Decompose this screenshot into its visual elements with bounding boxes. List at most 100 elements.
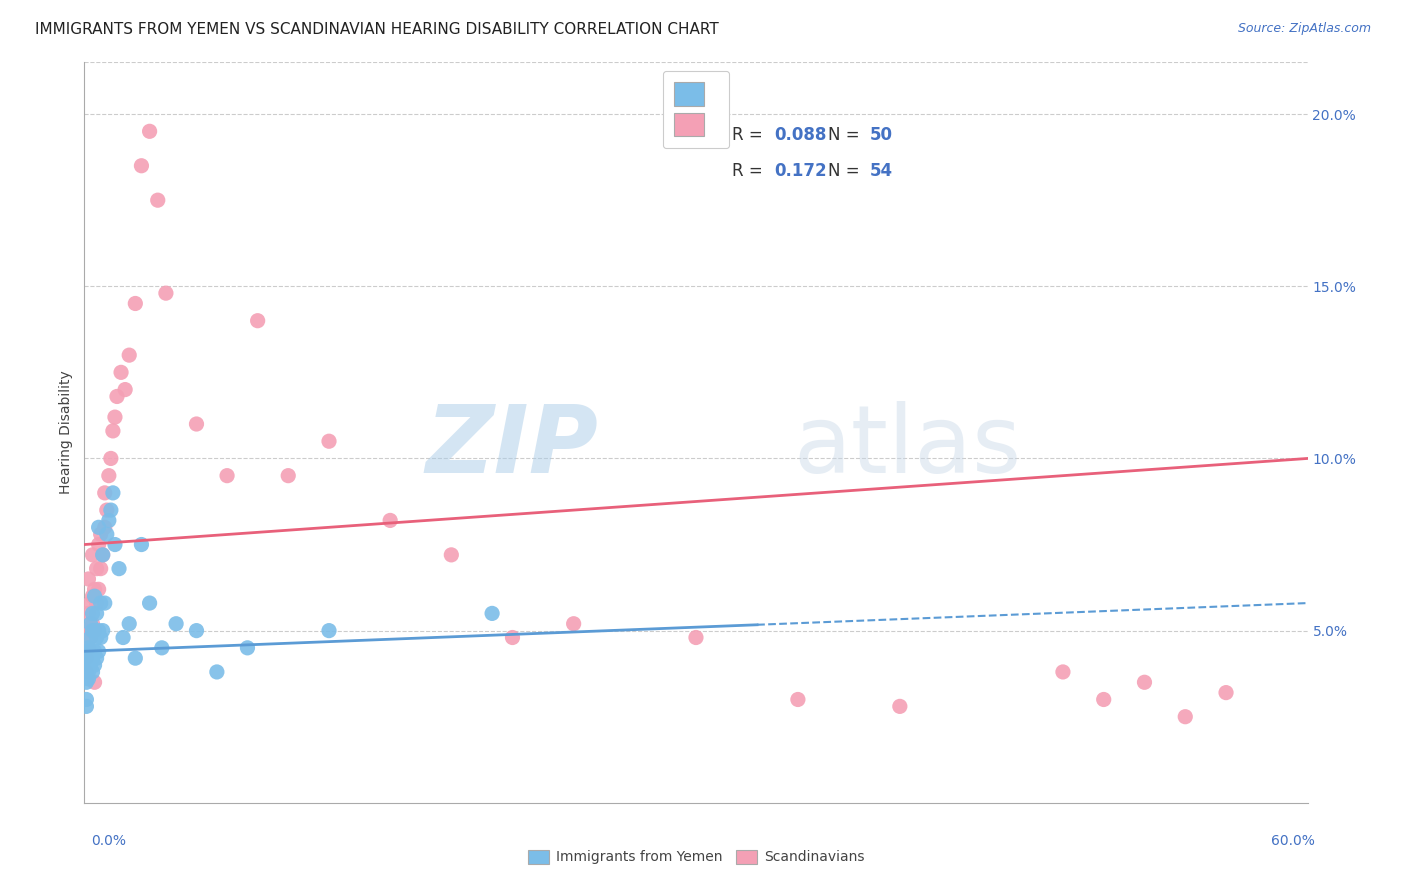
Point: [146, 193, 169, 207]
Point: [86, 607, 108, 621]
Point: [79, 616, 101, 631]
Point: [96, 503, 118, 517]
Point: [1174, 709, 1197, 723]
Point: [87, 520, 110, 534]
Point: [481, 607, 503, 621]
Point: [79, 631, 101, 645]
Point: [110, 365, 132, 379]
Point: [96, 527, 118, 541]
Point: [86, 631, 108, 645]
Point: [93, 486, 115, 500]
Point: [82, 548, 104, 562]
Point: [75, 699, 97, 714]
Point: [77, 572, 100, 586]
Point: [83, 658, 105, 673]
Point: [90, 527, 112, 541]
Point: [1133, 675, 1156, 690]
Text: 0.172: 0.172: [775, 162, 827, 180]
Point: [83, 589, 105, 603]
Point: [77, 607, 100, 621]
Text: 54: 54: [870, 162, 893, 180]
Point: [150, 640, 173, 655]
Point: [124, 651, 146, 665]
Point: [83, 675, 105, 690]
Point: [124, 296, 146, 310]
Point: [90, 631, 112, 645]
Point: [82, 616, 104, 631]
Text: N =: N =: [828, 126, 865, 144]
Point: [318, 434, 340, 449]
Point: [100, 503, 122, 517]
Point: [118, 348, 141, 362]
Point: [186, 417, 208, 431]
Point: [165, 616, 187, 631]
Point: [90, 561, 112, 575]
Point: [79, 596, 101, 610]
Text: IMMIGRANTS FROM YEMEN VS SCANDINAVIAN HEARING DISABILITY CORRELATION CHART: IMMIGRANTS FROM YEMEN VS SCANDINAVIAN HE…: [35, 22, 718, 37]
Point: [131, 159, 153, 173]
Point: [77, 640, 100, 655]
Point: [380, 513, 402, 527]
Point: [87, 537, 110, 551]
Point: [82, 665, 104, 679]
Point: [131, 537, 153, 551]
Point: [82, 607, 104, 621]
Point: [82, 624, 104, 638]
Text: 50: 50: [870, 126, 893, 144]
Point: [440, 548, 463, 562]
Point: [100, 451, 122, 466]
Point: [75, 665, 97, 679]
Point: [75, 624, 97, 638]
Text: Source: ZipAtlas.com: Source: ZipAtlas.com: [1237, 22, 1371, 36]
Point: [104, 537, 127, 551]
Point: [114, 383, 136, 397]
Point: [86, 596, 108, 610]
Point: [91, 548, 114, 562]
Point: [1092, 692, 1115, 706]
Point: [246, 314, 269, 328]
Text: 0.088: 0.088: [775, 126, 827, 144]
Point: [118, 616, 141, 631]
Point: [236, 640, 259, 655]
Point: [75, 644, 97, 658]
Point: [77, 640, 100, 655]
Point: [91, 548, 114, 562]
Text: 0.0%: 0.0%: [91, 834, 127, 848]
Point: [77, 651, 100, 665]
Point: [91, 624, 114, 638]
Point: [277, 468, 299, 483]
Text: R =: R =: [733, 126, 768, 144]
Point: [155, 286, 177, 301]
Point: [77, 665, 100, 679]
Point: [87, 644, 110, 658]
Text: R =: R =: [733, 162, 768, 180]
Point: [562, 616, 585, 631]
Point: [82, 651, 104, 665]
Point: [93, 596, 115, 610]
Point: [90, 596, 112, 610]
Point: [1052, 665, 1074, 679]
Point: [108, 561, 131, 575]
Point: [889, 699, 911, 714]
Point: [83, 624, 105, 638]
Point: [87, 582, 110, 597]
Point: [101, 424, 124, 438]
Point: [217, 468, 239, 483]
Point: [75, 651, 97, 665]
Point: [82, 589, 104, 603]
Text: N =: N =: [828, 162, 865, 180]
Point: [105, 389, 128, 403]
Point: [186, 624, 208, 638]
Point: [1215, 685, 1237, 699]
Point: [104, 410, 127, 425]
Point: [75, 658, 97, 673]
Point: [83, 624, 105, 638]
Point: [79, 658, 101, 673]
Legend: Immigrants from Yemen, Scandinavians: Immigrants from Yemen, Scandinavians: [522, 844, 870, 870]
Text: 60.0%: 60.0%: [1271, 834, 1315, 848]
Point: [77, 672, 100, 686]
Y-axis label: Hearing Disability: Hearing Disability: [59, 371, 73, 494]
Point: [318, 624, 340, 638]
Point: [138, 124, 160, 138]
Point: [75, 675, 97, 690]
